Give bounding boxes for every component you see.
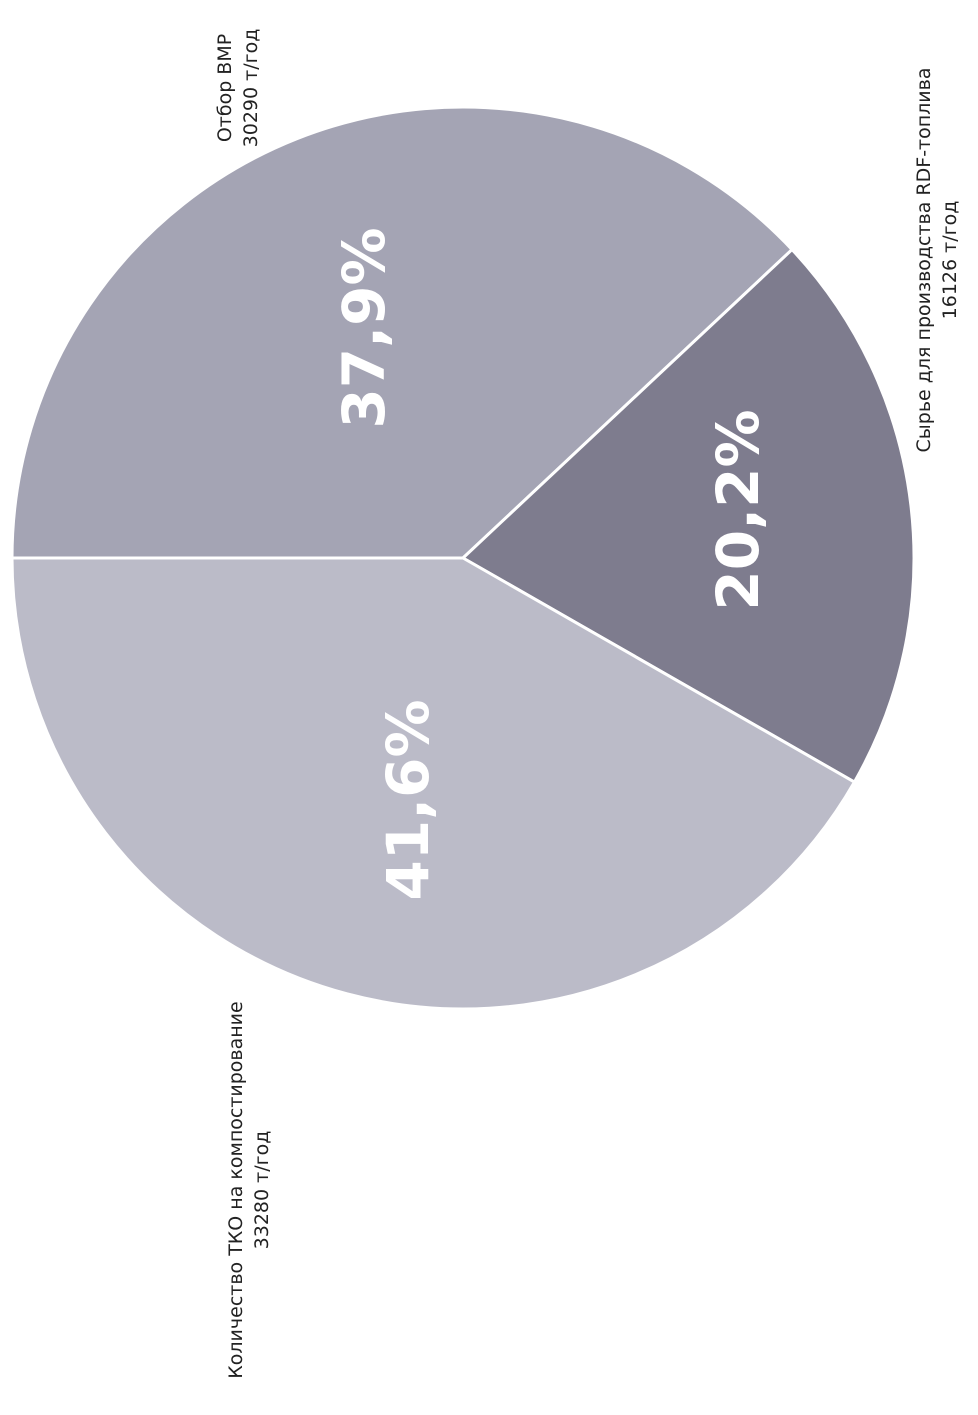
pie-slice-rdf [460,247,916,785]
category-name-vmr: Отбор ВМР [214,34,236,142]
category-label-compost: Количество ТКО на компостирование 33280 … [225,1001,273,1378]
percent-label-rdf: 20,2% [704,409,772,610]
category-name-rdf: Сырье для производства RDF-топлива [913,68,935,453]
pie-slice-vmr [10,105,795,560]
category-amount-compost: 33280 т/год [251,1131,273,1250]
pie-slices [10,105,916,1011]
category-name-compost: Количество ТКО на компостирование [225,1001,247,1378]
category-label-vmr: Отбор ВМР 30290 т/год [214,29,262,148]
category-amount-rdf: 16126 т/год [939,201,961,320]
pie-slice-compost [10,556,857,1011]
category-label-rdf: Сырье для производства RDF-топлива 16126… [913,68,961,453]
percent-label-compost: 41,6% [374,699,442,900]
category-amount-vmr: 30290 т/год [240,29,262,148]
percent-label-vmr: 37,9% [330,227,398,428]
